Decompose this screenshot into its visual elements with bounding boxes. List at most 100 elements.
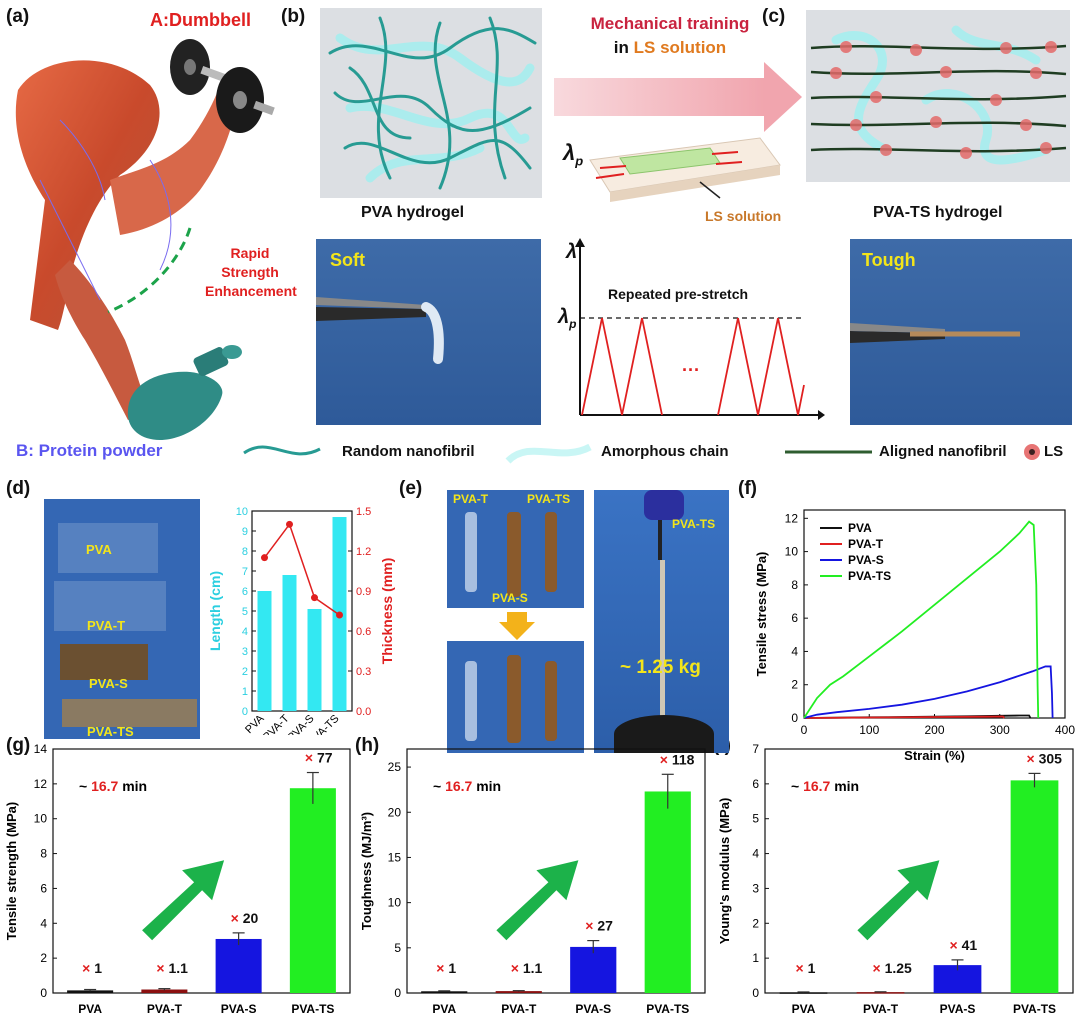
multiplier-label: × 77 (305, 750, 333, 766)
growth-arrow-icon (496, 860, 579, 941)
y-tick-label: 4 (40, 916, 47, 930)
panel-e-bottom-photo (447, 641, 584, 753)
rapid-strength-label: Rapid Strength Enhancement (205, 245, 297, 299)
x-axis-title: Strain (%) (904, 748, 965, 763)
panel-label-g: (g) (6, 735, 31, 756)
y2-tick-label: 0.3 (356, 666, 371, 678)
panel-label-e: (e) (399, 478, 423, 499)
ls-tray-drawing (589, 137, 781, 202)
y-tick-label: 9 (242, 526, 248, 538)
multiplier-label: × 41 (950, 937, 978, 953)
e-label-pva-ts: PVA-TS (527, 492, 571, 506)
y2-tick-label: 1.2 (356, 546, 371, 558)
panel-e-top-photo (447, 490, 584, 608)
y-tick-label: 2 (791, 678, 798, 692)
thickness-point (286, 520, 293, 528)
e-weight-label: ~ 1.25 kg (620, 657, 701, 678)
series-line-pva-t (803, 715, 1005, 719)
strength-dashed-curve (107, 227, 192, 314)
plot-frame (764, 748, 1074, 994)
time-label: ~ 16.7 min (79, 778, 147, 794)
y2-tick-label: 0.0 (356, 706, 371, 718)
panel-a: A:Dumbbell Rapid Strength Enhancement B:… (0, 0, 297, 470)
plot-frame (52, 748, 351, 994)
chart-i-youngs-modulus: 0 1 2 3 4 5 6 7 PVA × 1 PVA-T × 1.25 PVA-S × 41 PVA-TS… (717, 742, 1074, 1014)
y-axis-title: Young's modulus (MPa) (717, 798, 732, 945)
bar-pva-ts (289, 788, 336, 993)
y-tick-label: 3 (242, 646, 248, 658)
y-tick-label: 15 (388, 850, 402, 864)
soft-hydrogel-photo (316, 239, 541, 425)
lambda-p-axis-label: λp (558, 306, 577, 331)
y-tick-label: 10 (785, 545, 799, 559)
y2-tick-label: 1.5 (356, 506, 371, 518)
growth-arrow-icon (857, 860, 940, 941)
lower-arm-shape (55, 260, 150, 420)
upper-arm-shape (15, 60, 160, 330)
panel-e-right-photo (594, 490, 729, 753)
protein-powder-label: B: Protein powder (16, 441, 163, 460)
legend-amorphous: Amorphous chain (601, 443, 729, 460)
x-tick-label: 300 (990, 723, 1010, 737)
y-tick-label: 2 (752, 916, 759, 930)
y-axis-title: Tensile stress (MPa) (754, 552, 769, 677)
y-tick-label: 1 (242, 686, 248, 698)
soft-label: Soft (330, 250, 365, 270)
y-tick-label: 0 (752, 986, 759, 1000)
thickness-point (261, 554, 268, 562)
y-tick-label: 6 (242, 586, 248, 598)
bar-pva-s (570, 946, 617, 993)
y-tick-label: 10 (236, 506, 248, 518)
y-tick-label: 25 (388, 760, 402, 774)
pva-hydrogel-label: PVA hydrogel (361, 204, 465, 221)
repeated-prestretch-label: Repeated pre-stretch (608, 286, 749, 302)
thickness-point (336, 611, 343, 619)
time-label: ~ 16.7 min (791, 778, 859, 794)
chart-d-length-thickness: 0123456789100.00.30.60.91.21.5PVAPVA-TPV… (207, 506, 395, 735)
multiplier-label: × 1.1 (511, 960, 543, 976)
dumbbell-label: A:Dumbbell (150, 10, 251, 30)
y-tick-label: 0 (242, 706, 248, 718)
training-arrow-head (764, 62, 802, 132)
y-tick-label: 14 (34, 742, 48, 756)
y-tick-label: 7 (752, 742, 759, 756)
x-tick-label: 200 (924, 723, 944, 737)
pva-s-sample (60, 644, 148, 680)
growth-arrow-icon (142, 860, 225, 941)
panel-label-h: (h) (355, 735, 380, 756)
y-axis-title: Toughness (MJ/m³) (359, 812, 374, 930)
x-tick-label: 400 (1055, 723, 1075, 737)
x-tick-label: PVA (792, 1002, 816, 1014)
y-axis-title: Length (cm) (207, 571, 223, 651)
x-tick-label: PVA-T (863, 1002, 899, 1014)
y-tick-label: 4 (752, 847, 759, 861)
protein-shaker-icon (127, 345, 242, 440)
x-tick-label: PVA-TS (1013, 1002, 1056, 1014)
d-label-pva: PVA (86, 542, 112, 557)
y-tick-label: 6 (791, 611, 798, 625)
y-tick-label: 12 (34, 777, 48, 791)
x-tick-label: PVA-T (501, 1002, 537, 1014)
x-tick-label: PVA-TS (291, 1002, 334, 1014)
bar-pva-t (856, 992, 905, 994)
multiplier-label: × 20 (231, 910, 259, 926)
d-label-pva-t: PVA-T (87, 618, 126, 633)
legend-aligned: Aligned nanofibril (879, 443, 1007, 460)
prestretch-plot (575, 238, 825, 420)
x-tick-label: PVA-S (221, 1002, 257, 1014)
y2-tick-label: 0.9 (356, 586, 371, 598)
multiplier-label: × 27 (585, 918, 613, 934)
d-label-pva-ts: PVA-TS (87, 724, 134, 739)
y-axis-title: Tensile strength (MPa) (4, 802, 19, 940)
legend-label: PVA-TS (848, 569, 891, 583)
panel-label-f: (f) (738, 478, 757, 499)
stretch-axis-label: λ (566, 241, 578, 263)
thickness-point (311, 594, 318, 602)
panel-label-b: (b) (281, 6, 306, 27)
bar-pva-s (215, 938, 262, 993)
time-label: ~ 16.7 min (433, 778, 501, 794)
pva-ts-hydrogel-label: PVA-TS hydrogel (873, 204, 1003, 221)
y-tick-label: 1 (752, 951, 759, 965)
y-tick-label: 6 (40, 881, 47, 895)
pva-ts-network-drawing (810, 25, 1067, 165)
